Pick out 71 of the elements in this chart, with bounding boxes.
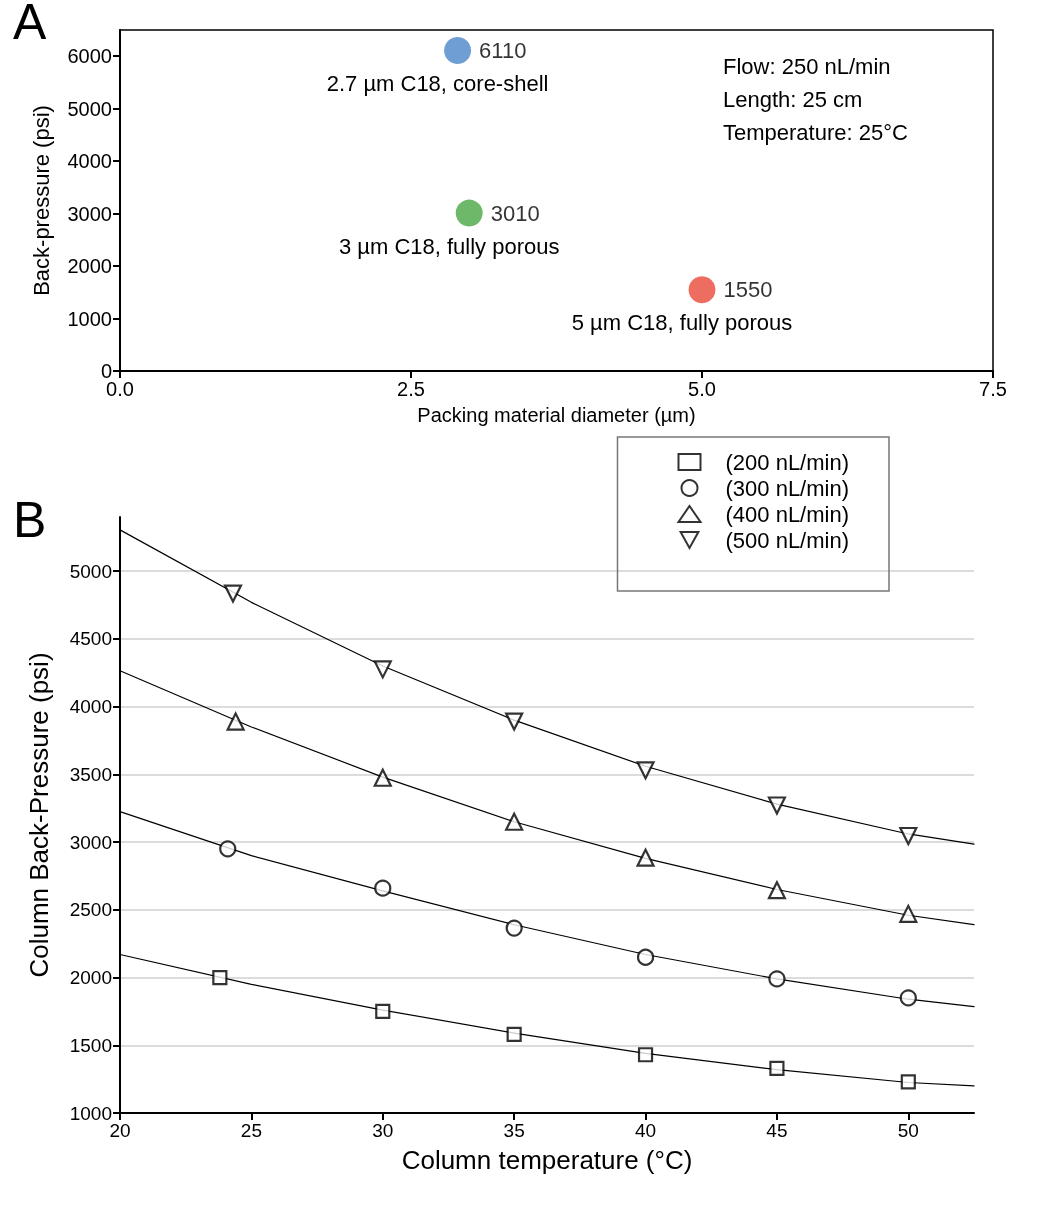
legend-label: (500 nL/min) [725, 527, 850, 553]
point [767, 796, 787, 815]
x-axis-title: Packing material diameter (µm) [417, 404, 696, 426]
y-axis-title: Column Back-Pressure (psi) [24, 652, 54, 978]
x-axis-title: Column temperature (°C) [401, 1145, 693, 1175]
data-label: 3010 [490, 200, 540, 226]
data-label: 1550 [723, 277, 773, 303]
x-tick-label: 25 [240, 1120, 262, 1141]
x-tick-label: 20 [109, 1120, 131, 1141]
point [212, 969, 228, 986]
y-tick-label: 4000 [67, 150, 112, 173]
point [899, 826, 918, 846]
y-tick-label: 5000 [69, 560, 112, 582]
annotation: 2.7 µm C18, core-shell [326, 70, 549, 96]
point [767, 881, 787, 900]
chart-title: B [13, 492, 47, 548]
y-axis-title: Back-pressure (psi) [28, 105, 54, 296]
point [899, 904, 918, 923]
y-tick-label: 1000 [69, 1102, 112, 1124]
x-tick-label: 40 [634, 1120, 657, 1141]
point [636, 761, 655, 780]
point [637, 1047, 654, 1063]
point [505, 712, 524, 731]
x-tick-label: 5.0 [688, 378, 716, 400]
point [506, 1026, 522, 1043]
point [505, 812, 524, 831]
point [688, 276, 716, 304]
data-label: 6110 [479, 37, 527, 63]
annotation: Length: 25 cm [723, 86, 863, 112]
y-tick-label: 3000 [69, 831, 112, 853]
point [769, 1060, 785, 1076]
point [900, 1074, 916, 1090]
y-tick-label: 2000 [69, 967, 112, 989]
y-tick-label: 2500 [69, 899, 112, 921]
chart-title: A [13, 0, 47, 50]
y-tick-label: 2000 [67, 255, 112, 278]
annotation: Flow: 250 nL/min [723, 53, 891, 79]
point [375, 1003, 391, 1020]
annotation: 5 µm C18, fully porous [571, 310, 793, 336]
y-tick-label: 4000 [69, 696, 112, 718]
legend-label: (200 nL/min) [725, 449, 850, 475]
point [636, 848, 655, 867]
x-tick-label: 35 [503, 1120, 525, 1141]
annotation: 3 µm C18, fully porous [338, 233, 560, 259]
point [374, 879, 392, 897]
point [223, 584, 243, 603]
point [226, 712, 245, 731]
x-tick-label: 50 [897, 1120, 919, 1141]
point [768, 970, 786, 988]
legend-label: (300 nL/min) [725, 475, 850, 501]
x-tick-label: 45 [766, 1120, 788, 1141]
point [505, 919, 523, 937]
point [444, 36, 472, 64]
point [373, 768, 392, 787]
x-tick-label: 30 [372, 1120, 394, 1141]
point [219, 840, 237, 858]
x-tick-label: 2.5 [397, 378, 425, 400]
y-tick-label: 1500 [69, 1034, 112, 1056]
point [636, 948, 655, 966]
y-tick-label: 3000 [67, 202, 112, 225]
y-tick-label: 6000 [67, 45, 112, 68]
point [373, 660, 392, 679]
point [899, 989, 917, 1007]
y-tick-label: 5000 [67, 97, 112, 120]
point [455, 199, 483, 227]
y-tick-label: 3500 [69, 763, 112, 785]
annotation: Temperature: 25°C [723, 119, 908, 145]
x-tick-label: 7.5 [979, 378, 1007, 400]
legend-label: (400 nL/min) [725, 501, 850, 527]
y-tick-label: 4500 [69, 628, 112, 650]
y-tick-label: 1000 [67, 307, 112, 330]
